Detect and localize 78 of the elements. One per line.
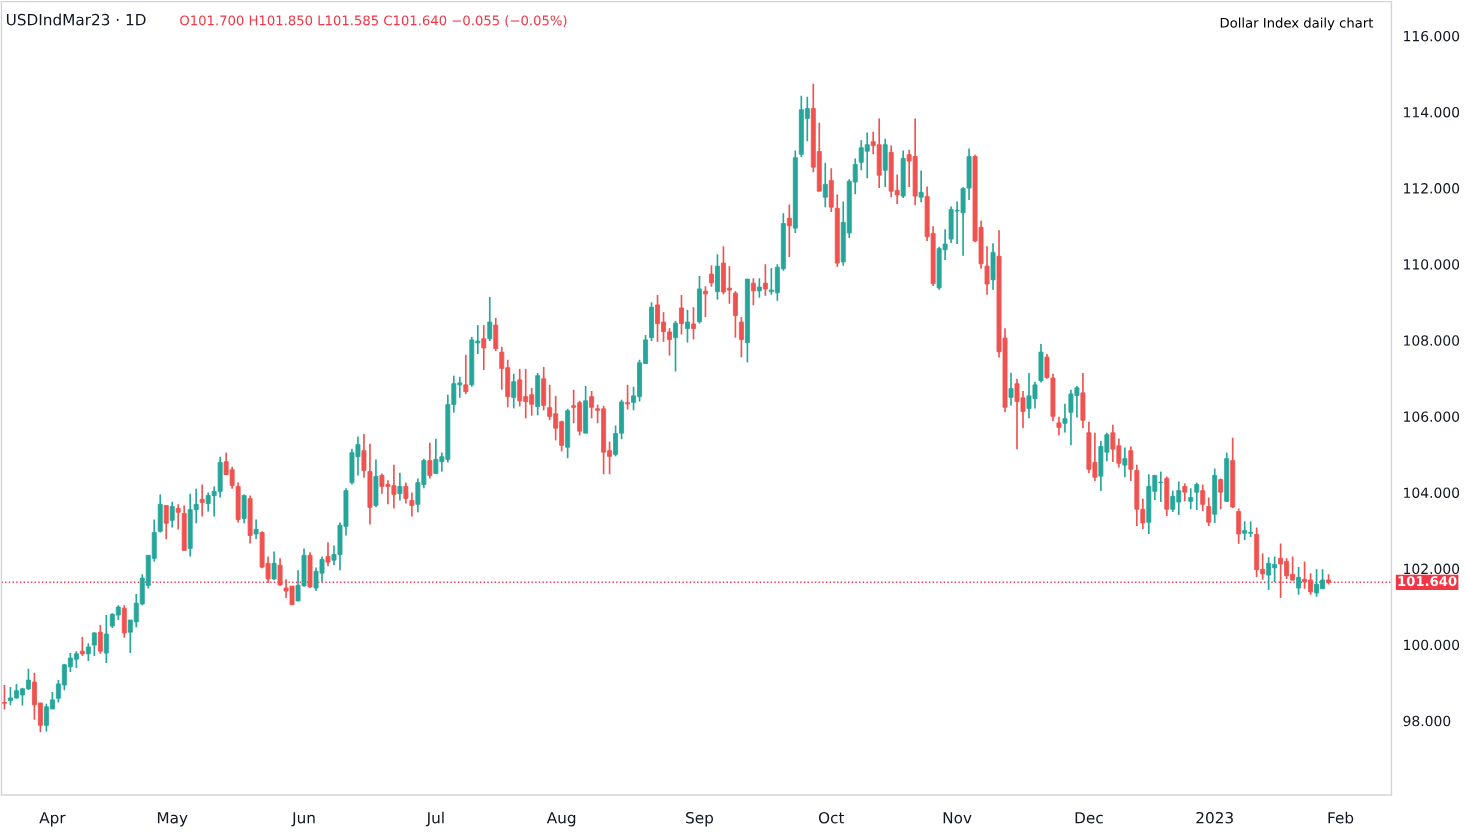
x-tick-label: Apr — [39, 812, 66, 827]
x-tick-label: Oct — [818, 811, 845, 824]
candlestick — [1008, 371, 1014, 407]
y-tick-label: 106.000 — [1404, 411, 1460, 422]
candlestick — [463, 353, 469, 395]
candlestick — [79, 636, 85, 657]
candlestick — [918, 169, 924, 204]
candlestick — [625, 383, 631, 411]
candlestick — [673, 320, 678, 373]
x-tick-label: Jun — [291, 812, 315, 827]
candlestick — [103, 614, 109, 664]
x-tick-label: Nov — [943, 812, 972, 824]
candlestick — [762, 263, 768, 297]
candlestick — [703, 285, 708, 318]
candlestick — [1062, 403, 1068, 434]
x-tick-label: Dec — [1075, 812, 1103, 824]
candlestick — [397, 471, 403, 502]
candlestick — [1194, 481, 1200, 511]
candlestick — [481, 324, 487, 371]
candlestick — [756, 277, 762, 299]
candlestick — [493, 317, 499, 352]
candlestick — [1188, 487, 1194, 511]
candlestick — [409, 491, 415, 518]
candlestick — [691, 306, 696, 341]
candlestick — [241, 493, 247, 525]
candlestick — [738, 316, 744, 359]
candlestick — [97, 624, 103, 655]
y-tick-label: 112.000 — [1404, 183, 1460, 194]
candlestick — [271, 550, 277, 581]
candlestick — [750, 277, 756, 307]
candlestick — [1122, 446, 1128, 479]
candlestick — [1296, 566, 1302, 596]
candlestick — [403, 481, 409, 505]
candlestick — [175, 503, 181, 531]
candlestick — [685, 309, 690, 344]
y-tick-label: 104.000 — [1404, 487, 1460, 498]
x-tick-label: Feb — [1328, 811, 1354, 824]
candlestick — [589, 390, 595, 420]
y-tick-label: 100.000 — [1404, 639, 1460, 651]
annotation: Dollar Index daily chart — [1220, 17, 1374, 31]
candlestick — [1200, 483, 1206, 512]
candlestick — [361, 433, 367, 479]
candlestick — [325, 541, 331, 568]
x-tick-label: 2023 — [1196, 811, 1233, 824]
candlestick — [822, 161, 828, 208]
y-tick-label: 116.000 — [1404, 30, 1460, 42]
text: USDIndMar23 · 1D — [6, 13, 146, 26]
candlestick — [708, 264, 714, 288]
y-tick-label: 102.000 — [1404, 563, 1460, 575]
y-tick-label: 108.000 — [1404, 335, 1460, 346]
candlestick — [277, 557, 283, 587]
candlestick — [1056, 415, 1062, 437]
candlestick — [1128, 445, 1134, 482]
y-tick-label: 110.000 — [1404, 259, 1460, 270]
y-tick-label: 114.000 — [1404, 106, 1460, 118]
candlestick — [487, 296, 493, 342]
text: O101.700 H101.850 L101.585 C101.640 −0.055 (−0.05%) — [180, 15, 567, 27]
x-tick-label: Jul — [425, 811, 444, 827]
candlestick — [1218, 477, 1224, 511]
candlestick — [163, 504, 169, 541]
candlestick — [199, 483, 205, 518]
candlestick — [2, 684, 7, 711]
candlestick — [511, 372, 517, 410]
candlestick — [679, 294, 684, 336]
candlestick — [984, 245, 990, 296]
x-tick-label: Aug — [546, 812, 576, 827]
candlestick — [427, 441, 433, 480]
candlestick — [786, 203, 792, 258]
ref-line-label: 101.640 — [1398, 576, 1457, 587]
y-tick-label: 98.000 — [1403, 715, 1451, 727]
candlestick — [253, 518, 259, 540]
candlestick — [169, 500, 175, 529]
candlestick — [1236, 507, 1242, 545]
candlestick — [91, 631, 97, 657]
candlestick — [732, 290, 738, 339]
x-tick-label: May — [157, 812, 188, 827]
candlestick — [1206, 496, 1212, 527]
x-tick-label: Sep — [686, 811, 714, 827]
